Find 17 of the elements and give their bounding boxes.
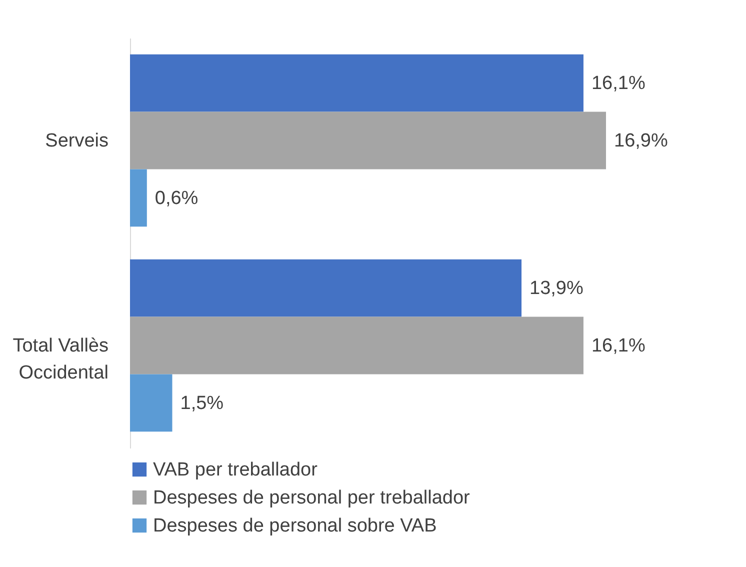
data-label: 16,9%	[614, 130, 668, 152]
data-label: 13,9%	[530, 278, 584, 300]
bar	[130, 54, 584, 112]
data-label: 16,1%	[591, 73, 646, 94]
y-tick-label: Total Vallès Occidental	[12, 336, 108, 384]
data-label: 0,6%	[154, 188, 198, 209]
bar	[130, 259, 522, 317]
y-tick-label: Serveis	[45, 130, 108, 152]
bar	[130, 316, 584, 374]
bar	[130, 169, 147, 227]
legend-label: Despeses de personal per treballador	[153, 488, 471, 508]
legend-label: VAB per treballador	[153, 460, 318, 480]
legend-label: Despeses de personal sobre VAB	[153, 516, 437, 536]
bar	[130, 374, 172, 432]
data-label: 1,5%	[180, 392, 224, 414]
bar	[130, 112, 606, 170]
data-label: 16,1%	[591, 336, 646, 356]
